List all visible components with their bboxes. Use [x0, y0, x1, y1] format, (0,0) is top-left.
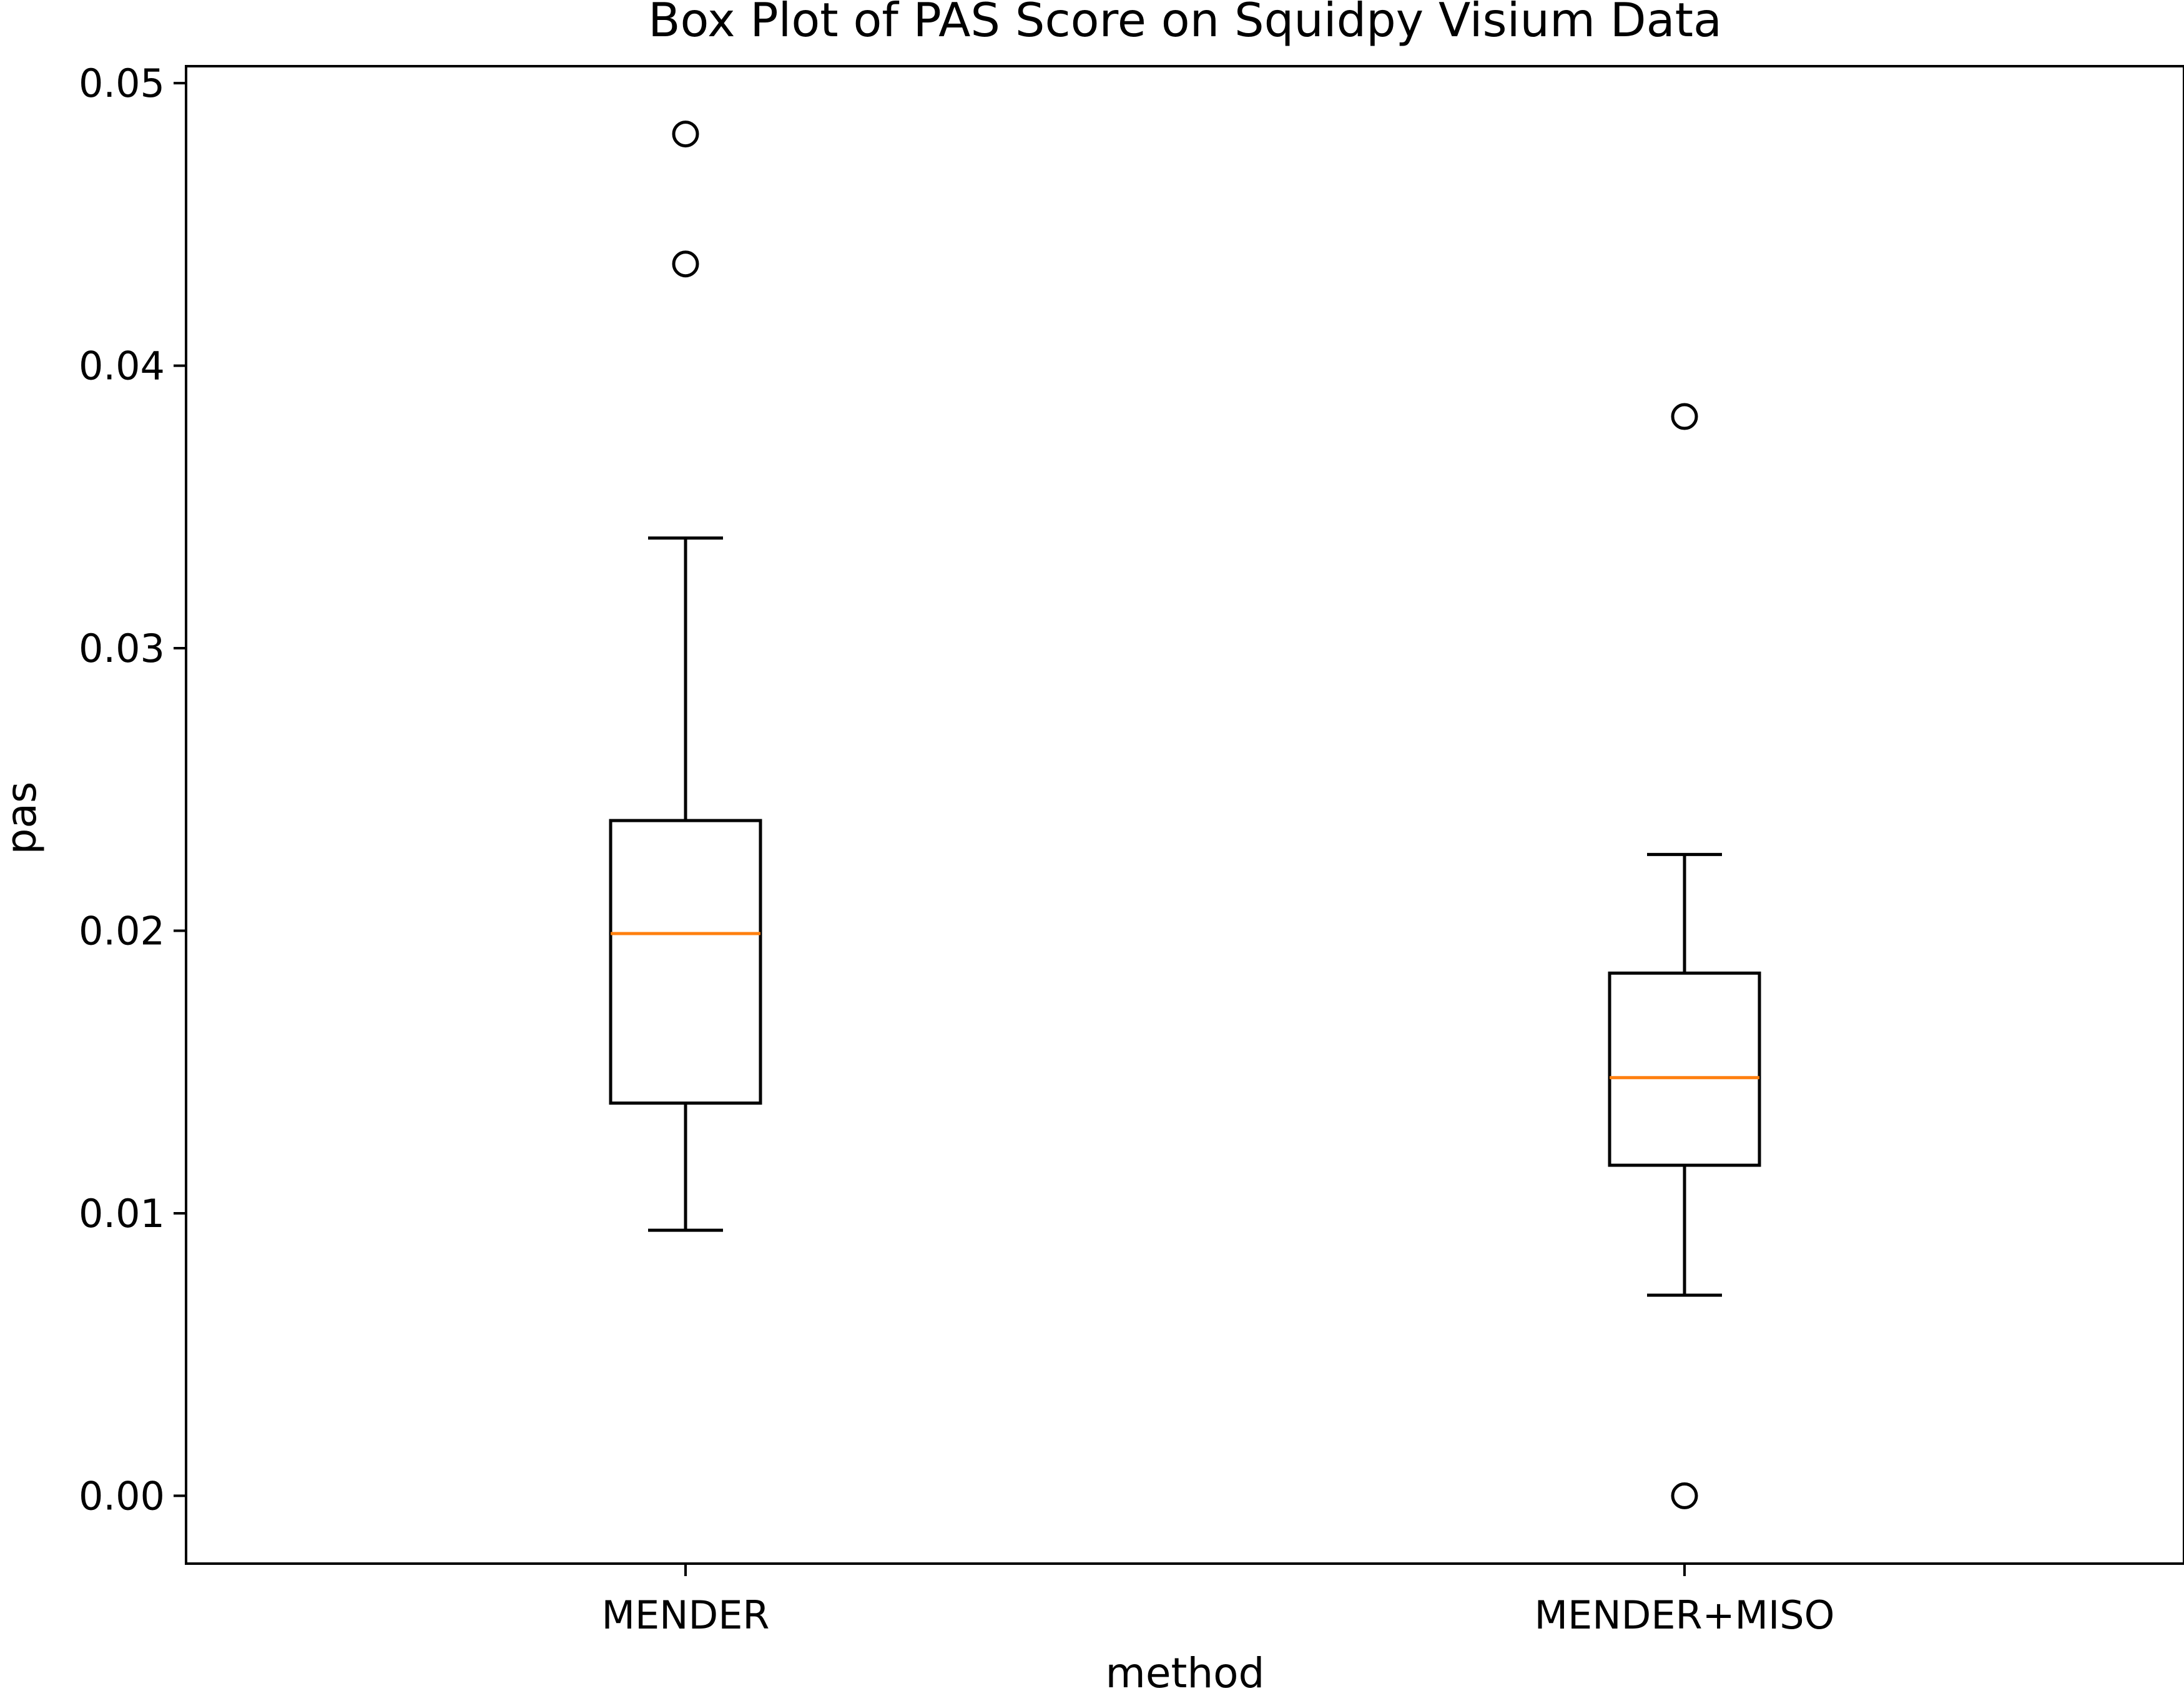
outlier-point	[672, 121, 699, 148]
interquartile-box	[1608, 971, 1761, 1167]
y-tick-label: 0.02	[79, 909, 165, 954]
outlier-point	[672, 250, 699, 278]
x-tick-label: MENDER+MISO	[1535, 1592, 1835, 1638]
box-group	[609, 121, 762, 1232]
y-tick-label: 0.05	[79, 61, 165, 106]
box-group	[1608, 403, 1761, 1509]
y-axis-label: pas	[0, 782, 46, 855]
y-tick-label: 0.03	[79, 626, 165, 671]
x-axis-label: method	[1106, 1649, 1265, 1696]
y-axis: 0.00 0.01 0.02 0.03 0.04 0.05	[79, 61, 186, 1519]
interquartile-box	[609, 819, 762, 1105]
y-tick-label: 0.00	[79, 1473, 165, 1519]
x-axis: MENDER MENDER+MISO	[601, 1564, 1834, 1638]
outlier-point	[1671, 1482, 1698, 1509]
plot-frame	[185, 65, 2184, 1565]
outlier-point	[1671, 403, 1698, 430]
y-tick-label: 0.04	[79, 343, 165, 389]
x-tick-label: MENDER	[601, 1592, 769, 1638]
plot-area	[609, 121, 1761, 1509]
chart-title: Box Plot of PAS Score on Squidpy Visium …	[648, 0, 1722, 47]
y-tick-label: 0.01	[79, 1191, 165, 1236]
